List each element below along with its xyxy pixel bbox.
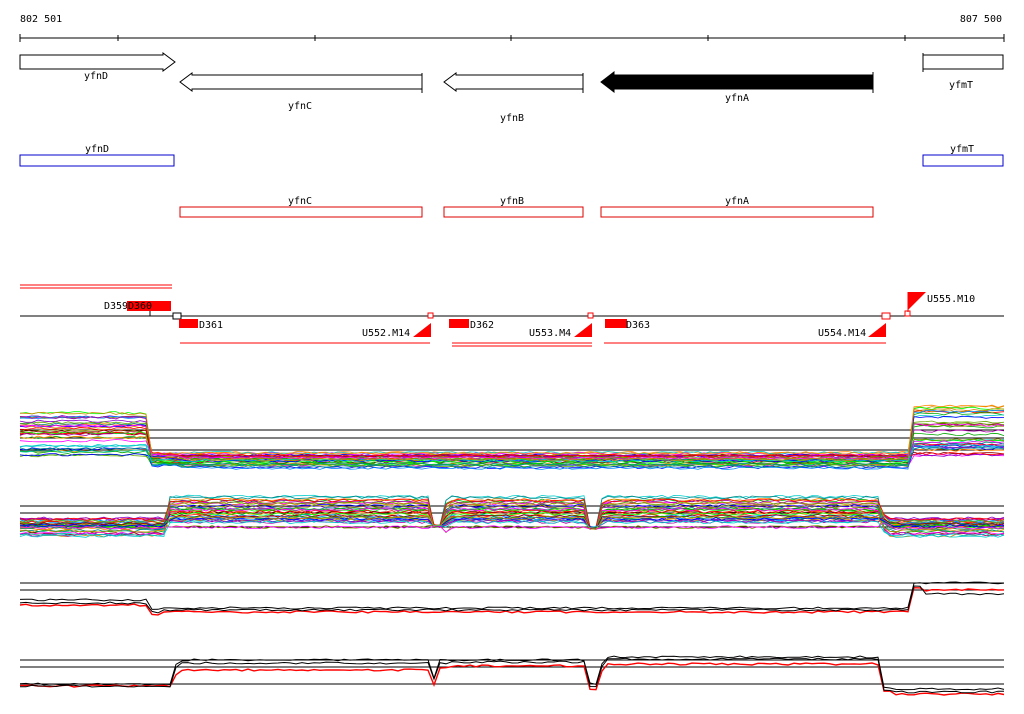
summary-profile: [19, 586, 1005, 616]
operon-yfmT[interactable]: yfmT: [922, 144, 1004, 167]
operon-track: yfnD yfmT yfnC yfnB yfnA: [19, 144, 1004, 218]
operon-label: yfnA: [725, 196, 749, 207]
summary-profile: [19, 657, 1004, 694]
expression-track-1: [19, 404, 1005, 470]
condition-profile: [19, 507, 1005, 530]
feature-label: D359: [104, 301, 128, 312]
condition-profile: [19, 444, 1005, 463]
expression-track-2: [19, 494, 1005, 538]
feature-D362[interactable]: D362: [449, 319, 494, 331]
gene-yfnD[interactable]: yfnD: [19, 52, 176, 82]
expression-profiles: [19, 581, 1005, 616]
condition-profile: [19, 497, 1005, 530]
operon-label: yfmT: [950, 144, 974, 155]
condition-profile: [19, 409, 1005, 470]
condition-profile: [19, 422, 1005, 467]
gene-label: yfnC: [288, 101, 312, 112]
condition-profile: [19, 498, 1005, 529]
feature-label: D360: [128, 301, 152, 312]
operon-yfnB[interactable]: yfnB: [443, 196, 584, 218]
condition-profile: [19, 517, 1005, 534]
gene-label: yfmT: [949, 80, 973, 91]
ruler-start-label: 802 501: [20, 14, 62, 25]
feature-label: U552.M14: [362, 328, 410, 339]
condition-profile: [19, 507, 1005, 535]
condition-profile: [20, 415, 1005, 458]
expression-profiles: [19, 404, 1005, 470]
condition-profile: [19, 494, 1005, 538]
feature-D360[interactable]: D360: [127, 301, 171, 312]
feature-D363[interactable]: D363: [605, 319, 650, 331]
gene-track: yfnD yfnC yfnB yfnA yfmT: [19, 52, 1004, 124]
summary-profile: [19, 655, 1005, 691]
condition-profile: [19, 515, 1005, 533]
expression-track-3: [19, 581, 1005, 616]
condition-profile: [19, 520, 1005, 537]
condition-profile: [19, 427, 1005, 458]
feature-D361[interactable]: D361: [172, 312, 223, 331]
condition-profile: [19, 422, 1005, 468]
operon-yfnA[interactable]: yfnA: [600, 196, 874, 218]
operon-yfnD[interactable]: yfnD: [19, 144, 175, 167]
summary-profile: [19, 662, 1005, 696]
condition-profile: [19, 439, 1005, 460]
expression-track-4: [19, 655, 1005, 696]
condition-profile: [19, 516, 1005, 528]
feature-label: U555.M10: [927, 294, 975, 305]
condition-profile: [19, 420, 1005, 460]
expression-profiles: [19, 494, 1005, 538]
gene-label: yfnA: [725, 93, 749, 104]
gene-label: yfnB: [500, 113, 524, 124]
operon-label: yfnD: [85, 144, 109, 155]
condition-profile: [19, 522, 1005, 533]
summary-profile: [19, 581, 1005, 610]
feature-U555[interactable]: U555.M10: [904, 292, 975, 317]
ruler-end-label: 807 500: [960, 14, 1002, 25]
condition-profile: [19, 406, 1005, 463]
gene-yfnC[interactable]: yfnC: [179, 72, 423, 112]
feature-U553[interactable]: U553.M4: [452, 312, 594, 347]
feature-label: D361: [199, 320, 223, 331]
feature-U552[interactable]: U552.M14: [180, 312, 434, 344]
feature-label: U554.M14: [818, 328, 866, 339]
condition-profile: [19, 509, 1005, 529]
condition-profile: [19, 501, 1005, 528]
feature-label: D363: [626, 320, 650, 331]
condition-profile: [19, 412, 1005, 465]
feature-label: U553.M4: [529, 328, 571, 339]
condition-profile: [19, 504, 1005, 529]
condition-profile: [19, 414, 1005, 455]
operon-label: yfnC: [288, 196, 312, 207]
gene-yfnA[interactable]: yfnA: [600, 70, 874, 104]
condition-profile: [19, 514, 1005, 530]
condition-profile: [19, 446, 1005, 468]
feature-label: D362: [470, 320, 494, 331]
operon-yfnC[interactable]: yfnC: [179, 196, 423, 218]
expression-profiles: [19, 655, 1005, 696]
condition-profile: [19, 407, 1005, 462]
feature-U554[interactable]: U554.M14: [604, 312, 891, 344]
summary-profile: [19, 585, 1005, 614]
feature-track: D359 D360 D361 U552.M14 D362 U553.M4: [20, 284, 1004, 347]
gene-label: yfnD: [84, 71, 108, 82]
condition-profile: [19, 404, 1005, 456]
gene-yfnB[interactable]: yfnB: [443, 72, 584, 124]
gene-yfmT[interactable]: yfmT: [922, 53, 1004, 91]
coordinate-ruler: 802 501 807 500: [19, 14, 1005, 42]
operon-label: yfnB: [500, 196, 524, 207]
condition-profile: [19, 495, 1005, 531]
